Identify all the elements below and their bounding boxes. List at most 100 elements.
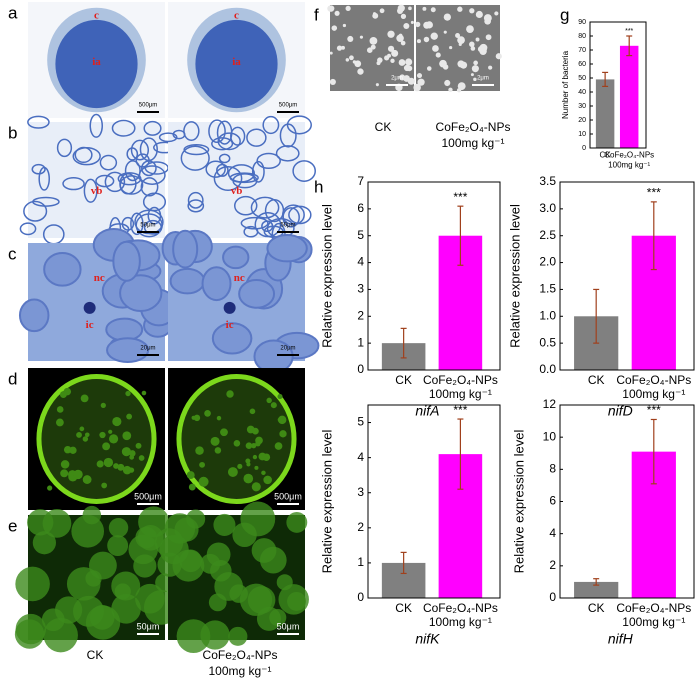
cell — [18, 298, 50, 333]
bacteroid — [379, 8, 385, 14]
bacteroid — [469, 8, 475, 14]
cell — [172, 229, 199, 269]
cell — [140, 177, 159, 197]
y-tick-label: 3.5 — [539, 174, 556, 188]
bacteroid — [430, 32, 438, 40]
cell — [108, 518, 129, 538]
bacteroid — [370, 44, 376, 50]
bacteroid — [430, 7, 436, 13]
cell — [143, 120, 162, 136]
panel-letter: a — [8, 3, 18, 22]
scale-bar-label: 20μm — [280, 346, 295, 352]
cell — [274, 442, 283, 450]
bacteroid — [345, 5, 351, 11]
x-axis-label: nifK — [415, 631, 440, 647]
scale-bar-label: 500μm — [274, 491, 302, 501]
error-bar — [650, 201, 657, 271]
y-tick-label: 90 — [578, 19, 586, 26]
bacteroid — [328, 5, 335, 12]
y-tick-label: 10 — [578, 131, 586, 138]
bacteroid — [354, 60, 362, 68]
cell — [158, 132, 178, 143]
cell — [205, 160, 226, 178]
cell — [226, 390, 234, 398]
y-tick-label: 20 — [578, 117, 586, 124]
cell — [102, 442, 111, 451]
bacteroid — [443, 13, 451, 21]
cell — [216, 120, 233, 145]
cell — [180, 145, 210, 171]
cell — [112, 240, 141, 282]
bacteroid — [403, 75, 410, 82]
cell — [56, 138, 73, 158]
y-tick-label: 3 — [357, 282, 364, 296]
bacteroid — [400, 13, 407, 20]
bacteroid — [387, 53, 391, 58]
bacteroid — [470, 46, 476, 51]
cell — [187, 191, 204, 209]
cell — [126, 413, 133, 420]
structure-label: nc — [94, 272, 105, 284]
cell — [261, 220, 274, 233]
cell — [119, 175, 144, 195]
cell — [141, 390, 147, 396]
y-tick-label: 12 — [543, 397, 557, 411]
cell — [108, 429, 113, 434]
cell — [258, 452, 267, 461]
cell — [279, 430, 287, 438]
cell — [204, 410, 211, 417]
cell — [56, 406, 64, 413]
cell — [59, 391, 67, 399]
y-tick-label: 0 — [549, 590, 556, 604]
scale-bar-label: 50μm — [280, 223, 295, 229]
bacteroid — [489, 66, 493, 70]
y-tick-label: 2.5 — [539, 228, 556, 242]
bacteroid — [443, 30, 447, 34]
panel-letter: d — [8, 369, 17, 388]
cell — [233, 440, 241, 447]
cell — [251, 427, 259, 435]
cell — [237, 463, 243, 470]
bacteroid — [495, 53, 502, 60]
bacteroid — [369, 36, 378, 45]
cell — [31, 163, 46, 175]
error-bar — [602, 71, 609, 88]
plot-frame — [589, 21, 647, 149]
y-tick-label: 5 — [357, 228, 364, 242]
cell — [14, 619, 45, 649]
tissue — [176, 374, 297, 504]
bacteroid — [403, 64, 411, 72]
scale-bar-label: 2μm — [391, 76, 403, 82]
bacteroid — [457, 82, 466, 91]
cell — [32, 196, 60, 207]
y-tick-label: 2 — [357, 520, 364, 534]
structure-label: c — [234, 9, 239, 21]
cell — [121, 447, 131, 457]
y-tick-label: 5 — [357, 415, 364, 429]
cell — [186, 471, 195, 480]
bacteroid — [455, 33, 460, 38]
cell — [74, 146, 93, 164]
bacteroid — [426, 66, 432, 71]
cell — [114, 583, 131, 600]
bacteroid — [457, 36, 465, 44]
bacteroid — [494, 11, 499, 16]
bacteroid — [466, 25, 474, 34]
x-tick-label: CoFe₂O₄-NPs — [616, 373, 691, 387]
y-tick-label: 50 — [578, 75, 586, 82]
scale-bar-label: 20μm — [140, 346, 155, 352]
bacteroid — [410, 20, 414, 24]
y-tick-label: 1.5 — [539, 282, 556, 296]
cell — [263, 475, 272, 485]
bacteroid — [375, 83, 379, 87]
bacteroid — [377, 57, 383, 63]
error-bar — [457, 418, 464, 490]
y-axis-label: Relative expression level — [511, 429, 526, 573]
group-label: CoFe₂O₄-NPs — [436, 120, 511, 134]
bacteroid — [456, 88, 462, 93]
bar — [595, 79, 615, 148]
tissue — [195, 19, 278, 109]
bacteroid — [357, 68, 364, 75]
panel-letter: h — [314, 177, 323, 196]
significance: *** — [625, 28, 633, 35]
